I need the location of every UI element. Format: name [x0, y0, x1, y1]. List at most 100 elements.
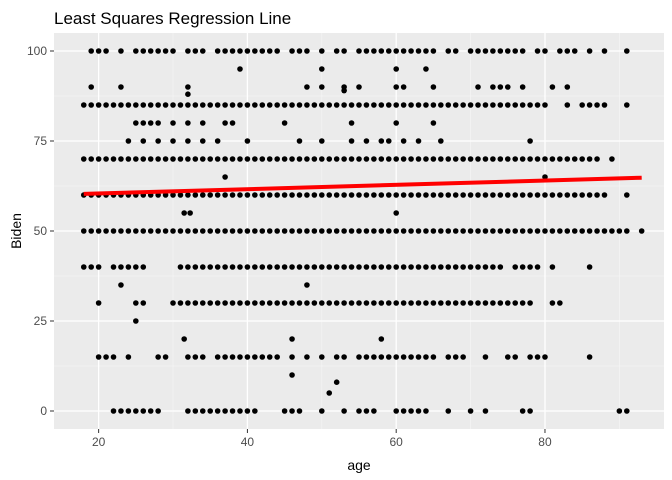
data-point — [393, 84, 400, 90]
data-point — [222, 102, 228, 108]
data-point — [527, 138, 533, 144]
data-point — [155, 408, 161, 414]
data-point — [147, 48, 154, 54]
data-point — [363, 138, 370, 144]
data-point — [110, 408, 117, 414]
data-point — [199, 138, 206, 144]
data-point — [110, 156, 117, 162]
data-point — [147, 120, 154, 126]
data-point — [438, 300, 444, 306]
data-point — [423, 408, 429, 414]
data-point — [586, 192, 593, 198]
data-point — [356, 84, 362, 90]
data-point — [199, 102, 206, 108]
data-point — [504, 192, 511, 198]
data-point — [452, 228, 459, 234]
data-point — [333, 102, 340, 108]
data-point — [408, 300, 414, 306]
data-point — [385, 48, 392, 54]
data-point — [601, 228, 608, 234]
data-point — [363, 228, 370, 234]
data-point — [333, 156, 340, 162]
data-point — [371, 408, 377, 414]
data-point — [356, 102, 362, 108]
data-point — [170, 120, 176, 126]
data-point — [564, 228, 571, 234]
data-point — [103, 156, 109, 162]
data-point — [430, 84, 437, 90]
data-point — [192, 156, 199, 162]
data-point — [311, 192, 318, 198]
data-point — [445, 408, 452, 414]
data-point — [445, 156, 452, 162]
data-point — [333, 264, 340, 270]
data-point — [181, 210, 187, 216]
data-point — [549, 84, 556, 90]
data-point — [274, 264, 280, 270]
data-point — [133, 408, 139, 414]
data-point — [304, 228, 310, 234]
data-point — [378, 156, 385, 162]
data-point — [88, 228, 94, 234]
data-point — [140, 120, 147, 126]
data-point — [155, 120, 161, 126]
data-point — [259, 228, 266, 234]
data-point — [452, 48, 459, 54]
data-point — [415, 408, 422, 414]
data-point — [170, 102, 176, 108]
data-point — [467, 48, 474, 54]
data-point — [542, 48, 548, 54]
data-point — [601, 102, 608, 108]
data-point — [229, 192, 236, 198]
data-point — [252, 48, 258, 54]
data-point — [482, 48, 489, 54]
data-point — [118, 408, 124, 414]
data-point — [385, 102, 392, 108]
data-point — [296, 192, 303, 198]
data-point — [333, 192, 340, 198]
data-point — [229, 102, 236, 108]
data-point — [341, 84, 347, 90]
data-point — [423, 102, 429, 108]
data-point — [363, 48, 370, 54]
data-point — [162, 102, 169, 108]
data-point — [504, 228, 511, 234]
data-point — [222, 300, 228, 306]
data-point — [266, 192, 273, 198]
data-point — [371, 300, 377, 306]
data-point — [616, 408, 623, 414]
data-point — [289, 192, 295, 198]
data-point — [304, 192, 310, 198]
data-point — [460, 264, 466, 270]
data-point — [296, 408, 303, 414]
data-point — [252, 408, 258, 414]
data-point — [237, 48, 243, 54]
data-point — [415, 354, 422, 360]
data-point — [155, 138, 161, 144]
data-point — [266, 102, 273, 108]
data-point — [400, 300, 407, 306]
data-point — [467, 300, 474, 306]
data-point — [408, 102, 414, 108]
data-point — [237, 300, 243, 306]
data-point — [378, 264, 385, 270]
data-point — [296, 264, 303, 270]
data-point — [504, 84, 511, 90]
x-tick-label: 40 — [241, 435, 255, 449]
data-point — [586, 102, 593, 108]
data-point — [475, 300, 481, 306]
data-point — [103, 354, 109, 360]
data-point — [378, 336, 385, 342]
data-point — [579, 192, 585, 198]
data-point — [571, 228, 578, 234]
data-point — [222, 354, 228, 360]
data-point — [341, 264, 347, 270]
data-point — [133, 156, 139, 162]
data-point — [296, 102, 303, 108]
data-point — [393, 228, 400, 234]
data-point — [385, 156, 392, 162]
data-point — [512, 48, 519, 54]
data-point — [185, 48, 191, 54]
data-point — [237, 354, 243, 360]
data-point — [519, 102, 526, 108]
